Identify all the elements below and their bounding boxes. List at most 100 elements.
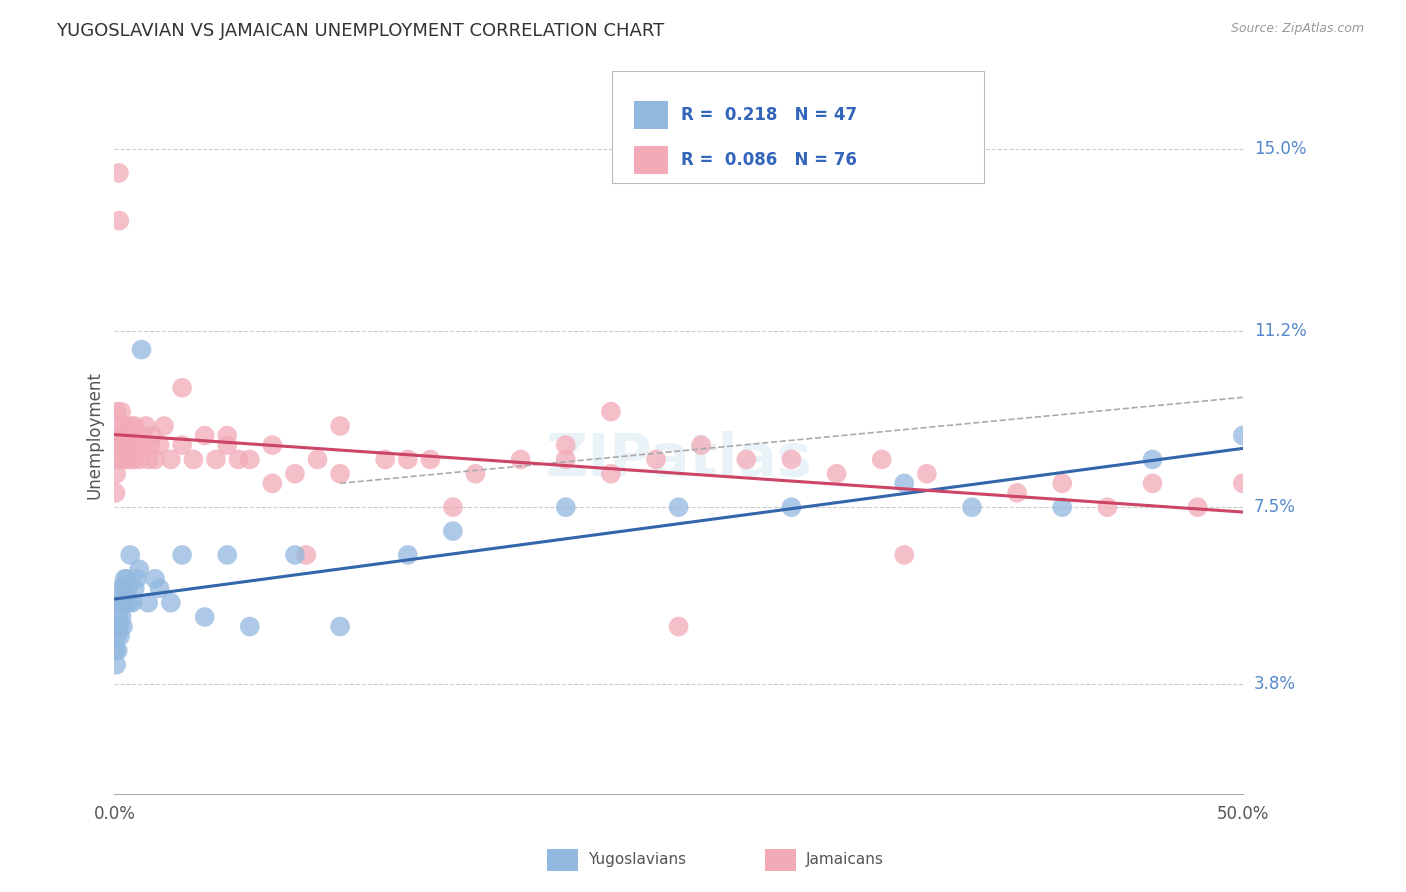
Point: [396, 452, 419, 467]
Point: [104, 486, 127, 500]
Text: R =  0.086   N = 76: R = 0.086 N = 76: [681, 151, 856, 169]
Point: [110, 405, 132, 419]
Point: [239, 452, 262, 467]
Point: [110, 428, 132, 442]
Point: [295, 548, 318, 562]
Point: [139, 438, 162, 452]
Point: [121, 596, 143, 610]
Point: [108, 596, 131, 610]
Point: [110, 596, 132, 610]
Point: [645, 452, 668, 467]
Point: [441, 500, 464, 515]
Point: [107, 452, 129, 467]
Y-axis label: Unemployment: Unemployment: [86, 372, 103, 500]
Point: [132, 438, 155, 452]
Point: [105, 619, 128, 633]
Point: [1232, 428, 1254, 442]
Point: [870, 452, 893, 467]
Text: ZIPatlas: ZIPatlas: [546, 431, 811, 488]
Point: [419, 452, 441, 467]
Point: [1142, 476, 1164, 491]
Point: [117, 582, 139, 596]
Point: [441, 524, 464, 538]
Point: [228, 452, 250, 467]
Point: [194, 610, 217, 624]
Point: [125, 438, 148, 452]
Point: [107, 643, 129, 657]
Point: [124, 582, 146, 596]
Point: [105, 405, 128, 419]
Point: [825, 467, 848, 481]
Point: [1005, 486, 1028, 500]
Point: [194, 428, 217, 442]
Point: [780, 500, 803, 515]
Point: [128, 452, 150, 467]
Point: [668, 500, 690, 515]
Point: [329, 467, 352, 481]
Point: [735, 452, 758, 467]
Point: [142, 428, 165, 442]
Point: [217, 428, 239, 442]
Point: [143, 452, 166, 467]
Point: [112, 582, 135, 596]
Point: [1187, 500, 1209, 515]
Point: [105, 438, 128, 452]
Point: [115, 438, 138, 452]
Text: R =  0.218   N = 47: R = 0.218 N = 47: [681, 106, 856, 124]
Point: [117, 428, 139, 442]
Point: [125, 572, 148, 586]
Point: [172, 548, 194, 562]
Point: [122, 452, 145, 467]
Point: [262, 476, 284, 491]
Point: [599, 467, 621, 481]
Point: [136, 596, 159, 610]
Point: [396, 548, 419, 562]
Point: [217, 438, 239, 452]
Point: [128, 562, 150, 576]
Point: [112, 596, 135, 610]
Point: [284, 467, 307, 481]
Point: [108, 213, 131, 227]
Point: [111, 619, 134, 633]
Point: [172, 381, 194, 395]
Point: [160, 452, 183, 467]
Point: [131, 343, 153, 357]
Point: [105, 467, 128, 481]
Point: [205, 452, 228, 467]
Point: [153, 419, 176, 434]
Point: [262, 438, 284, 452]
Point: [148, 438, 170, 452]
Point: [114, 419, 136, 434]
Point: [135, 419, 157, 434]
Point: [131, 428, 153, 442]
Point: [329, 619, 352, 633]
Point: [118, 452, 141, 467]
Text: Source: ZipAtlas.com: Source: ZipAtlas.com: [1230, 22, 1364, 36]
Text: YUGOSLAVIAN VS JAMAICAN UNEMPLOYMENT CORRELATION CHART: YUGOSLAVIAN VS JAMAICAN UNEMPLOYMENT COR…: [56, 22, 665, 40]
Point: [120, 419, 142, 434]
Point: [284, 548, 307, 562]
Point: [107, 419, 129, 434]
Point: [239, 619, 262, 633]
Point: [120, 438, 142, 452]
Point: [893, 476, 915, 491]
Point: [780, 452, 803, 467]
Point: [183, 452, 205, 467]
Point: [509, 452, 531, 467]
Text: Jamaicans: Jamaicans: [806, 853, 883, 867]
Text: 3.8%: 3.8%: [1254, 675, 1296, 693]
Point: [1052, 500, 1074, 515]
Point: [960, 500, 983, 515]
Point: [143, 572, 166, 586]
Point: [107, 610, 129, 624]
Point: [105, 657, 128, 672]
Point: [893, 548, 915, 562]
Point: [690, 438, 713, 452]
Point: [148, 582, 170, 596]
Text: 11.2%: 11.2%: [1254, 321, 1306, 340]
Point: [1097, 500, 1119, 515]
Point: [114, 596, 136, 610]
Text: 7.5%: 7.5%: [1254, 498, 1296, 516]
Point: [111, 610, 134, 624]
Point: [554, 438, 576, 452]
